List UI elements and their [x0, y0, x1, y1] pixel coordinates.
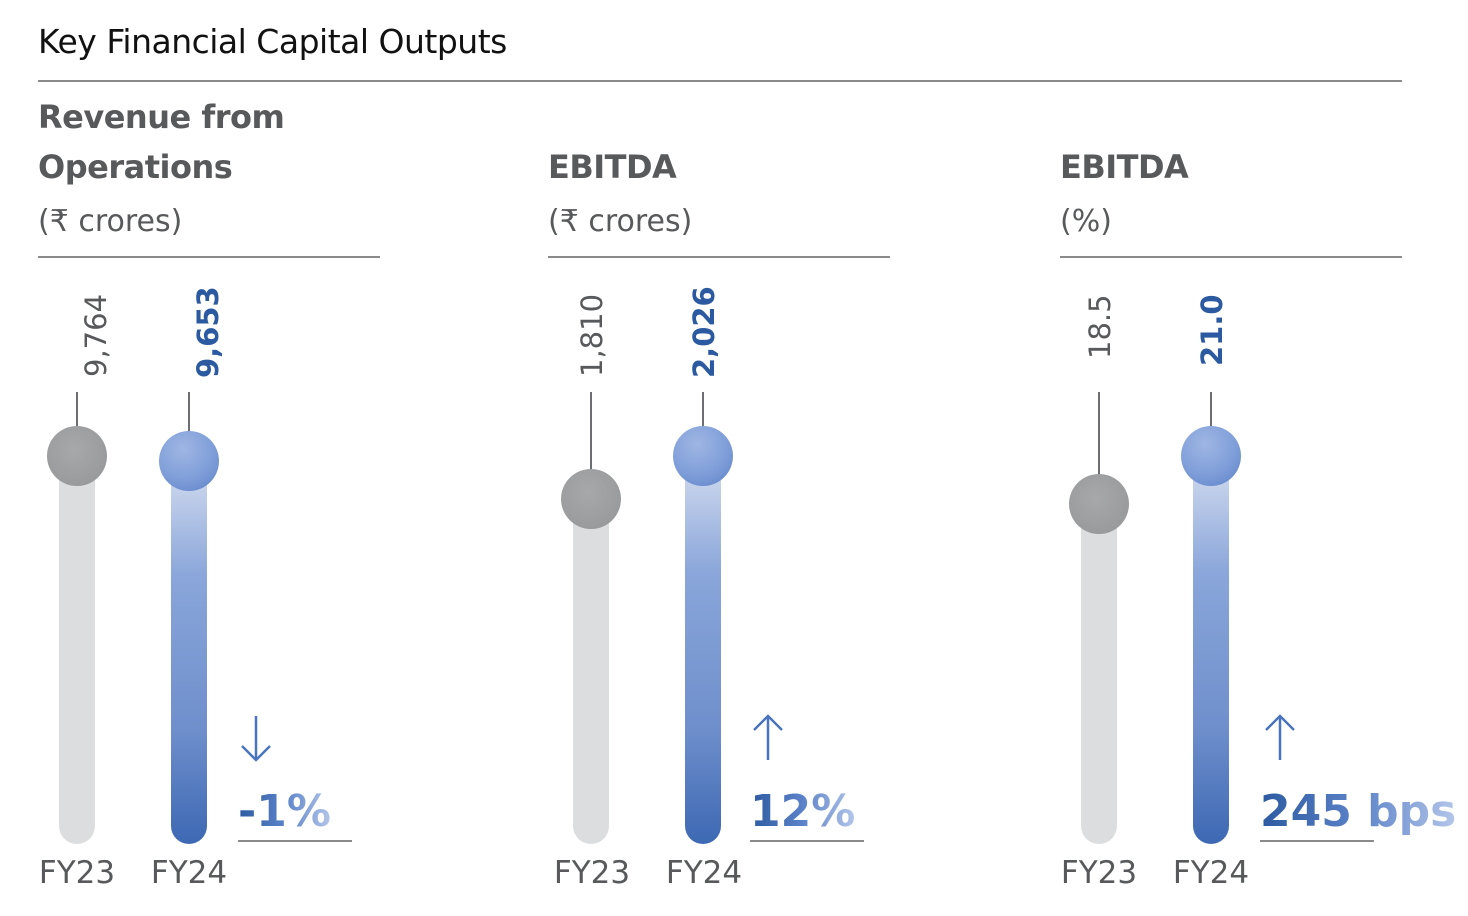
title-divider [38, 80, 1402, 82]
panel-ebitda: EBITDA (₹ crores) 1,810 2,026 12% FY23 F… [548, 100, 908, 900]
fy24-axis-label: FY24 [665, 855, 743, 891]
fy23-leader-line [1098, 392, 1100, 504]
change-value: -1% [238, 784, 331, 840]
fy23-bar-knob [561, 468, 621, 529]
page-title: Key Financial Capital Outputs [38, 22, 507, 61]
fy24-bar [1193, 456, 1229, 844]
change-value: 245 bps [1260, 784, 1456, 840]
fy24-value-label: 2,026 [687, 286, 721, 378]
heading-divider [1060, 256, 1402, 258]
panel-ebitda-margin: EBITDA (%) 18.5 21.0 245 bps FY23 FY24 [1060, 100, 1456, 900]
panel-unit: (%) [1060, 204, 1112, 239]
up-arrow-icon [753, 714, 783, 760]
heading-divider [38, 256, 380, 258]
fy23-value-label: 1,810 [575, 294, 609, 378]
fy23-leader-line [590, 392, 592, 499]
panel-unit: (₹ crores) [548, 204, 693, 239]
fy24-axis-label: FY24 [1172, 855, 1250, 891]
panel-heading: EBITDA [548, 148, 677, 186]
fy24-leader-line [1210, 392, 1212, 456]
change-underline [238, 840, 352, 842]
change-underline [1260, 840, 1374, 842]
panel-revenue: Revenue from Operations (₹ crores) 9,764… [38, 98, 398, 900]
fy24-leader-line [702, 392, 704, 456]
fy23-bar [59, 456, 95, 844]
fy24-bar-knob [673, 426, 733, 486]
fy23-bar [573, 498, 609, 844]
fy23-bar-knob [1069, 473, 1129, 534]
fy23-axis-label: FY23 [553, 855, 631, 891]
fy23-bar [1081, 503, 1117, 844]
fy23-axis-label: FY23 [38, 855, 116, 891]
fy24-value-label: 21.0 [1195, 294, 1229, 366]
panel-heading: Revenue from Operations [38, 98, 285, 186]
fy24-bar-knob [1181, 426, 1241, 486]
down-arrow-icon [241, 716, 271, 762]
fy24-bar [171, 460, 207, 844]
change-underline [750, 840, 864, 842]
fy23-value-label: 18.5 [1083, 294, 1117, 359]
fy24-bar [685, 456, 721, 844]
fy24-axis-label: FY24 [150, 855, 228, 891]
up-arrow-icon [1265, 714, 1295, 760]
change-value: 12% [750, 784, 855, 840]
heading-divider [548, 256, 890, 258]
fy24-bar-knob [159, 430, 219, 491]
fy24-leader-line [188, 392, 190, 461]
fy23-axis-label: FY23 [1060, 855, 1138, 891]
fy23-bar-knob [47, 426, 107, 486]
fy23-value-label: 9,764 [79, 294, 113, 378]
panel-heading: EBITDA [1060, 148, 1189, 186]
panel-unit: (₹ crores) [38, 204, 183, 239]
fy23-leader-line [76, 392, 78, 456]
fy24-value-label: 9,653 [191, 286, 225, 378]
